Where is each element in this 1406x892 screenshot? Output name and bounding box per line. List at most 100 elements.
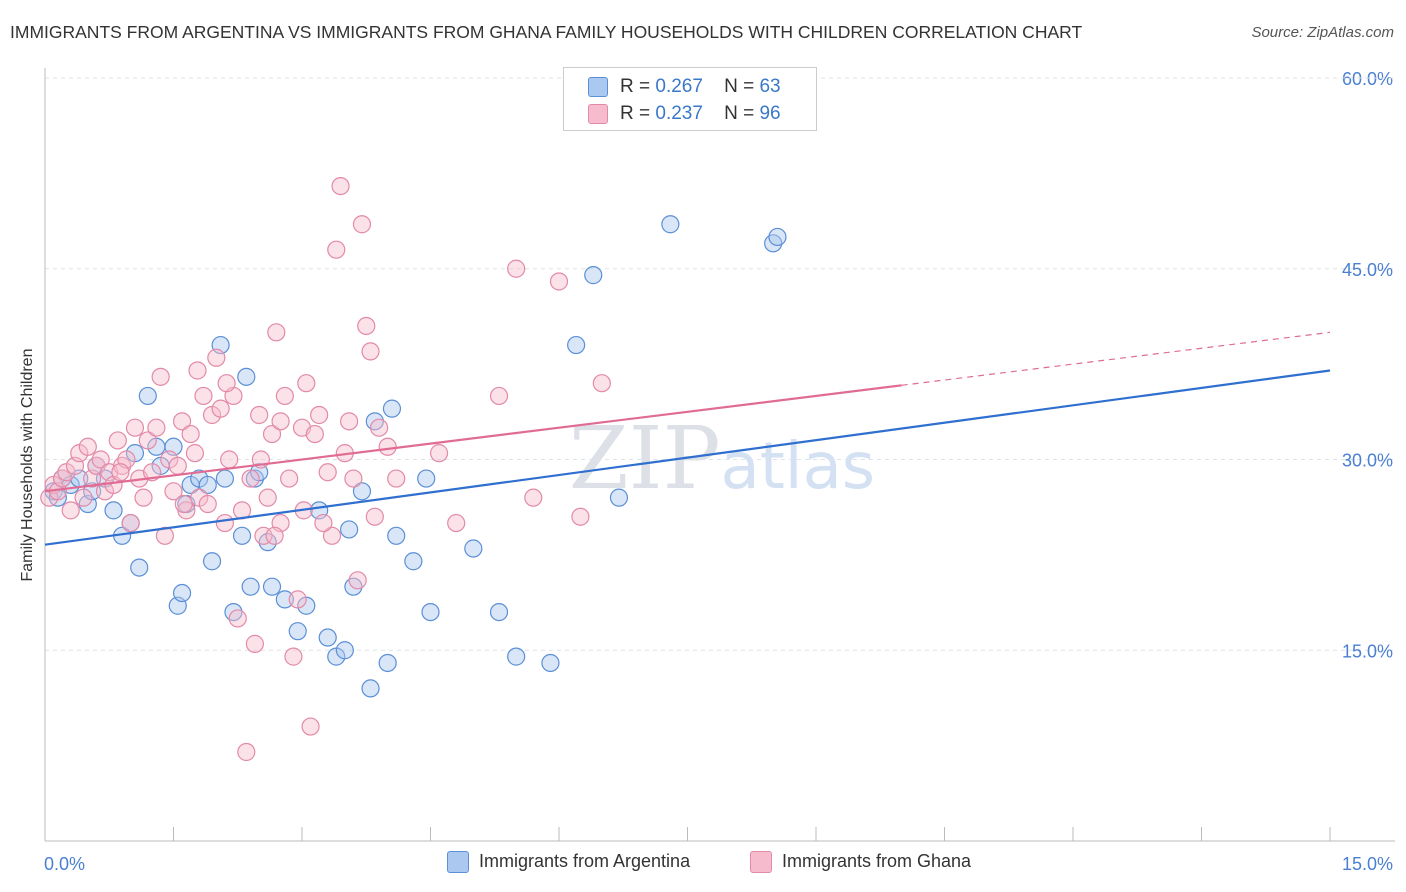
point-argentina <box>275 590 294 609</box>
point-ghana <box>571 507 590 526</box>
legend-row-argentina: R = 0.267 N = 63 <box>588 76 781 98</box>
y-tick-label: 15.0% <box>1342 641 1393 661</box>
point-argentina <box>318 628 337 647</box>
point-ghana <box>111 463 130 482</box>
point-argentina <box>417 469 436 488</box>
x-tick-label-max: 15.0% <box>1342 854 1393 874</box>
point-ghana <box>151 367 170 386</box>
point-argentina <box>340 520 359 539</box>
point-ghana <box>271 412 290 431</box>
point-ghana <box>61 501 80 520</box>
point-ghana <box>524 488 543 507</box>
point-ghana <box>217 374 236 393</box>
point-argentina <box>661 215 680 234</box>
point-ghana <box>108 431 127 450</box>
point-argentina <box>421 602 440 622</box>
point-ghana <box>121 513 140 533</box>
point-ghana <box>352 215 372 234</box>
point-ghana <box>185 444 205 463</box>
point-ghana <box>370 418 389 437</box>
point-ghana <box>181 424 200 444</box>
source-label: Source: ZipAtlas.com <box>1251 24 1394 41</box>
point-ghana <box>241 469 260 488</box>
legend-row-ghana: R = 0.237 N = 96 <box>588 103 781 125</box>
bottom-legend-argentina: Immigrants from Argentina <box>447 851 690 874</box>
point-argentina <box>768 227 787 247</box>
point-ghana <box>267 323 286 342</box>
point-argentina <box>172 583 192 603</box>
point-ghana <box>288 590 307 609</box>
point-argentina <box>215 469 234 488</box>
point-argentina <box>104 501 123 520</box>
point-ghana <box>331 176 350 196</box>
point-ghana <box>361 342 380 361</box>
point-ghana <box>207 348 226 367</box>
point-ghana <box>275 386 294 406</box>
point-argentina <box>138 386 157 406</box>
point-ghana <box>138 431 157 450</box>
point-ghana <box>74 488 93 507</box>
legend: R = 0.267 N = 63 R = 0.237 N = 96 <box>563 67 817 131</box>
point-ghana <box>262 424 282 444</box>
point-ghana <box>378 437 397 456</box>
point-ghana <box>194 386 213 406</box>
legend-swatch-argentina <box>588 76 608 97</box>
point-ghana <box>429 444 449 463</box>
point-ghana <box>215 513 234 533</box>
point-ghana <box>301 717 320 736</box>
point-ghana <box>314 513 333 533</box>
point-ghana <box>172 412 192 431</box>
point-argentina <box>404 552 423 571</box>
point-ghana <box>305 424 324 444</box>
legend-r-value-ghana: 0.237 <box>655 103 703 124</box>
point-ghana <box>188 361 207 380</box>
legend-r-value-argentina: 0.267 <box>655 76 703 97</box>
point-argentina <box>241 577 260 596</box>
point-argentina <box>378 653 397 673</box>
point-ghana <box>174 494 193 514</box>
point-argentina <box>584 266 603 285</box>
legend-n-label: N = <box>724 76 755 97</box>
point-ghana <box>489 386 509 406</box>
point-ghana <box>549 272 569 291</box>
point-argentina <box>198 475 217 495</box>
bottom-legend-ghana: Immigrants from Ghana <box>750 851 972 874</box>
point-argentina <box>567 335 586 355</box>
point-ghana <box>280 469 299 488</box>
point-ghana <box>245 634 264 653</box>
point-ghana <box>365 507 384 526</box>
x-tick-label-min: 0.0% <box>44 854 85 874</box>
point-ghana <box>220 450 239 469</box>
point-ghana <box>310 405 329 425</box>
point-ghana <box>322 526 342 545</box>
point-ghana <box>507 259 526 278</box>
point-argentina <box>288 622 307 641</box>
point-ghana <box>297 374 316 393</box>
point-ghana <box>357 316 376 336</box>
trendline-argentina <box>44 369 1331 546</box>
point-ghana <box>340 412 359 431</box>
chart-title: IMMIGRANTS FROM ARGENTINA VS IMMIGRANTS … <box>10 22 1083 42</box>
point-argentina <box>464 539 483 558</box>
point-argentina <box>262 577 282 596</box>
y-tick-label: 60.0% <box>1342 69 1393 89</box>
point-argentina <box>335 641 354 660</box>
point-ghana <box>228 609 247 628</box>
y-tick-label: 45.0% <box>1342 260 1393 280</box>
point-ghana <box>125 418 145 437</box>
bottom-legend-swatch-ghana <box>750 851 772 874</box>
point-ghana <box>237 742 256 762</box>
bottom-legend-label-ghana: Immigrants from Ghana <box>782 851 972 871</box>
point-argentina <box>541 653 560 673</box>
point-ghana <box>348 571 367 590</box>
trendline-dashed-ghana <box>901 331 1331 386</box>
legend-n-value-ghana: 96 <box>759 103 781 124</box>
point-ghana <box>265 526 284 545</box>
point-ghana <box>211 399 230 418</box>
point-ghana <box>318 463 337 482</box>
point-argentina <box>609 488 629 507</box>
point-argentina <box>382 399 402 418</box>
point-ghana <box>134 488 153 507</box>
bottom-legend-swatch-argentina <box>447 851 469 874</box>
